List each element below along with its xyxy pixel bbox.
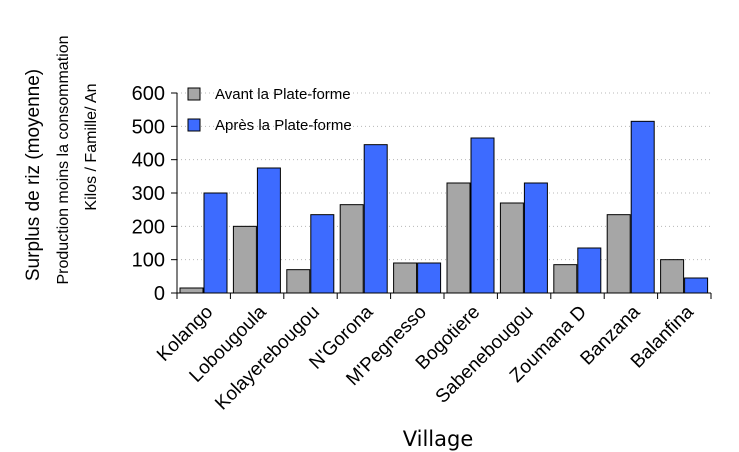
bar-apres bbox=[684, 277, 709, 294]
legend-swatch-apres bbox=[187, 118, 201, 132]
bar-avant bbox=[393, 262, 418, 294]
y-tick-label: 600 bbox=[132, 83, 165, 105]
bar-avant bbox=[179, 287, 204, 294]
bar-avant bbox=[553, 264, 578, 294]
legend: Avant la Plate-forme Après la Plate-form… bbox=[187, 86, 352, 134]
y-tick-label: 400 bbox=[132, 150, 165, 172]
bars bbox=[179, 120, 709, 294]
legend-label-apres: Après la Plate-forme bbox=[215, 117, 352, 134]
bar-avant bbox=[446, 182, 471, 294]
y-tick-label: 0 bbox=[154, 283, 165, 305]
y-axis-title: Surplus de riz (moyenne) Production moin… bbox=[23, 35, 100, 284]
y-axis-title-line-3: Kilos / Famille/ An bbox=[83, 83, 100, 210]
bar-avant bbox=[660, 259, 685, 294]
x-axis-title: Village bbox=[403, 427, 474, 451]
y-tick-label: 100 bbox=[132, 250, 165, 272]
legend-label-avant: Avant la Plate-forme bbox=[215, 86, 351, 103]
bar-apres bbox=[203, 192, 228, 294]
bar-apres bbox=[630, 120, 655, 294]
bar-avant bbox=[286, 269, 311, 294]
y-tick-label: 200 bbox=[132, 216, 165, 238]
bar-avant bbox=[339, 204, 364, 294]
bar-apres bbox=[256, 167, 281, 294]
y-tick-label: 300 bbox=[132, 183, 165, 205]
x-tick-label: Sabenebougou bbox=[432, 302, 538, 408]
bar-apres bbox=[417, 262, 442, 294]
bar-apres bbox=[470, 137, 495, 294]
y-tick-labels: 0 100 200 300 400 500 600 bbox=[132, 83, 165, 305]
axes bbox=[176, 93, 712, 299]
bar-avant bbox=[606, 214, 631, 294]
y-tick-label: 500 bbox=[132, 116, 165, 138]
y-axis-title-line-1: Surplus de riz (moyenne) bbox=[23, 69, 44, 281]
x-tick-labels: KolangoLobougoulaKolayerebougouN'GoronaM… bbox=[153, 301, 698, 414]
bar-apres bbox=[310, 214, 335, 294]
bar-apres bbox=[523, 182, 548, 294]
y-axis-title-line-2: Production moins la consommation bbox=[55, 35, 72, 284]
bar-apres bbox=[577, 247, 602, 294]
legend-swatch-avant bbox=[187, 87, 201, 101]
bar-apres bbox=[363, 144, 388, 294]
bar-avant bbox=[232, 225, 257, 294]
bar-avant bbox=[499, 202, 524, 294]
